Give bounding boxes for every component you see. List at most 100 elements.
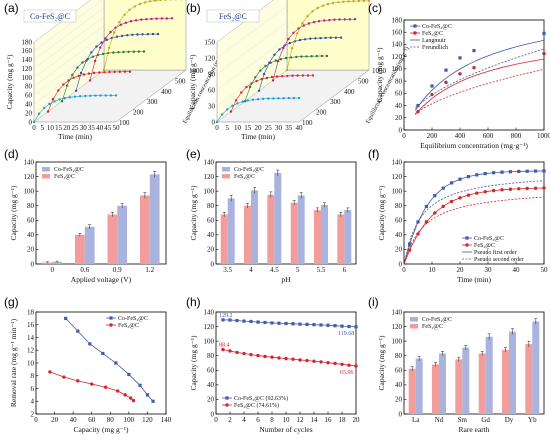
data-point [458,196,462,200]
data-point [103,71,106,74]
y-tick-label: 140 [24,158,35,166]
data-point [271,79,275,82]
annotation-fe-end: 65.96 [340,370,354,376]
data-point [328,18,331,22]
annotation-co-start: 129.2 [219,313,233,319]
x-tick-label: Yb [528,416,537,424]
data-point [148,0,152,3]
y-axis-label: Capacity (mg g⁻¹) [189,185,198,240]
panel-label-e: (e) [186,147,201,161]
data-point [321,4,325,7]
x-tick-label: 40 [70,416,78,424]
y-tick-label: 40 [395,381,403,389]
bar [455,359,463,414]
panel-label-a: (a) [4,1,19,15]
legend-label: Langmuir [422,38,446,44]
data-point [267,97,270,100]
data-point [367,0,371,2]
data-point [311,74,315,77]
bar [52,261,63,264]
data-point [242,351,246,356]
data-point [441,186,445,190]
x-tick-label: 30 [485,266,493,274]
bar [227,198,235,264]
y-axis-label: Capacity (mg g⁻¹) [375,47,384,102]
data-point [312,20,316,24]
data-point [278,48,281,51]
x-axis-label: Time (min) [457,275,492,284]
data-point [424,220,429,224]
panel-h: 0 20 40 60 80 100 120 140 0 2 4 6 8 10 12 14 16 18 20 Numbe… [189,308,360,434]
fit-line [403,196,545,265]
y-tick-label: 0 [211,410,215,418]
x-tick-label: 15 [244,124,252,132]
data-point [155,17,158,20]
fit-line [414,68,545,115]
y-tick-label: 100 [204,187,215,195]
data-point [472,48,476,53]
data-point [270,75,274,79]
data-point [312,323,316,327]
y-tick-label: 0 [211,260,215,268]
legend-swatch [410,317,418,322]
x-tick-label: 5 [296,266,300,274]
panel-label-f: (f) [368,147,379,161]
x-tick-label: 30 [80,124,88,132]
data-point [215,120,219,124]
data-point [138,383,142,387]
data-point [319,360,323,364]
x-tick-label: 0 [402,266,406,274]
data-point [472,65,476,70]
data-point [315,54,318,58]
data-point [122,50,125,54]
legend-marker [465,243,469,247]
data-point [353,18,357,21]
data-point [73,95,77,98]
data-point [491,188,496,193]
data-point [352,0,355,3]
data-point [326,2,330,6]
x-tick-label: 800 [511,132,522,140]
x-tick-label: 120 [142,416,153,424]
data-point [301,74,304,77]
data-point [112,51,115,54]
data-point [131,398,136,403]
data-point [333,18,336,21]
panel-e: 0 20 40 60 80 100 120 140 pH Capacity (mg g⁻¹) 3.5… [189,158,357,284]
data-point [408,242,412,246]
bar [117,205,128,264]
y-tick-label: 40 [25,101,33,109]
data-point [114,361,118,365]
x-tick-label: 14 [311,416,319,424]
data-point [296,74,299,77]
data-point [357,0,360,3]
data-point [295,55,298,59]
y-tick-label: 160 [22,47,33,55]
data-point [310,55,313,58]
y-tick-label: 140 [392,41,403,49]
data-point [129,20,133,23]
x-tick-label: 20 [63,124,71,132]
data-point [32,120,36,124]
data-point [92,71,96,75]
title-box [206,9,260,23]
data-point [263,320,267,325]
data-point [458,177,462,181]
panel-label-h: (h) [186,295,201,309]
y-tick-label: 40 [207,231,215,239]
legend-label: Freundlich [422,45,448,51]
data-point [85,59,88,62]
y-tick-label: 180 [22,38,33,46]
bar [149,174,160,264]
data-point [500,170,504,174]
data-point [430,92,434,97]
data-point [282,46,285,50]
x-axis-label: Number of cycles [259,425,312,434]
legend-label: FeS₂@C [234,174,255,180]
data-point [113,70,116,74]
data-point [60,100,64,103]
data-point [334,36,338,39]
data-point [65,84,69,87]
bar [274,172,282,264]
data-point [124,21,128,24]
